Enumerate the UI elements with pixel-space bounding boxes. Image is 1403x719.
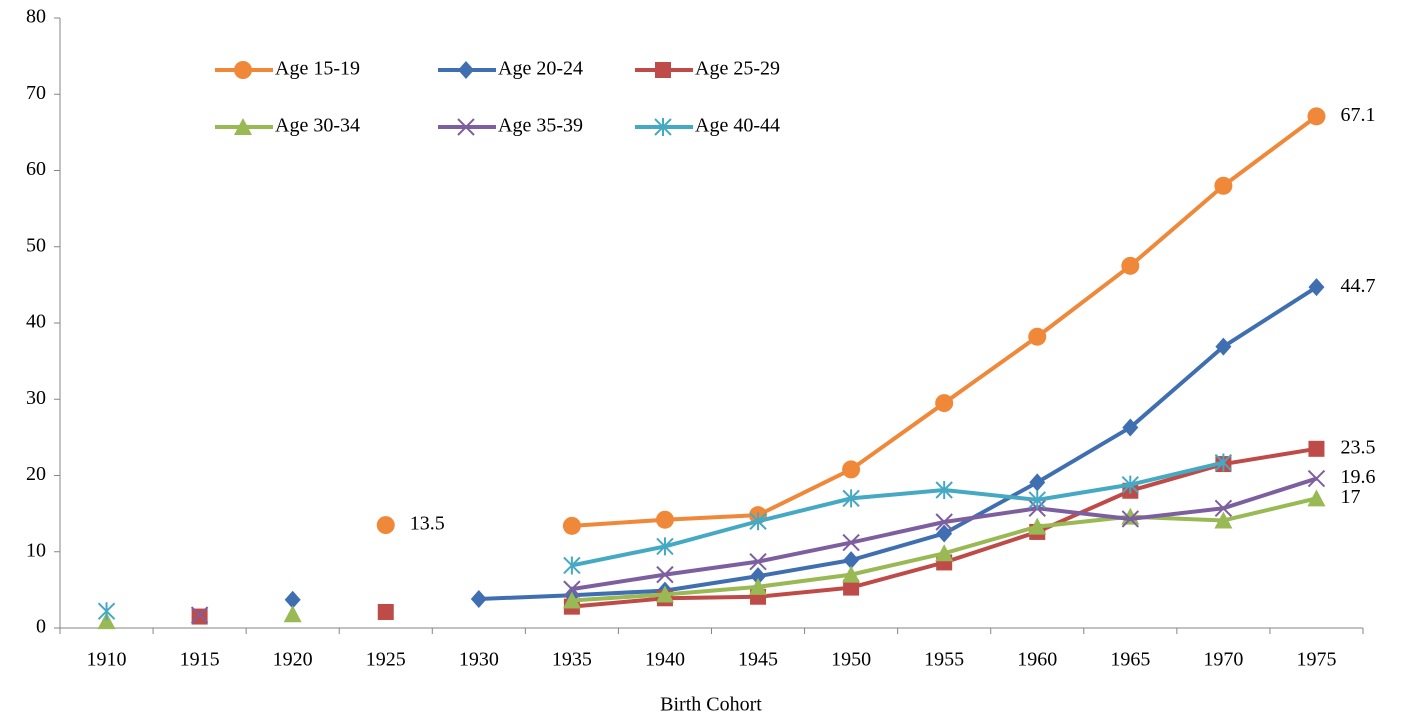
x-tick-label: 1940	[645, 649, 685, 671]
data-point	[1028, 327, 1047, 346]
data-point	[749, 552, 767, 571]
data-point	[1214, 176, 1233, 195]
legend-marker	[458, 61, 474, 79]
legend-label: Age 25-29	[695, 58, 780, 80]
data-point	[936, 524, 953, 543]
x-tick-label: 1930	[459, 649, 499, 671]
data-point	[750, 567, 767, 586]
data-point	[1214, 511, 1233, 529]
data-point	[1121, 510, 1140, 528]
series-line	[478, 285, 1318, 602]
data-point	[1029, 473, 1046, 492]
data-point	[283, 605, 302, 623]
data-point	[749, 577, 768, 595]
data-point	[1307, 469, 1326, 488]
data-point	[190, 606, 209, 624]
legend-label: Age 35-39	[498, 115, 583, 137]
data-point	[376, 516, 395, 535]
x-tick-label: 1955	[924, 649, 964, 671]
data-point	[655, 510, 674, 529]
data-point	[842, 565, 861, 583]
data-point	[1214, 499, 1233, 517]
data-point	[842, 489, 860, 508]
data-point	[1307, 107, 1326, 126]
data-point	[1308, 278, 1325, 297]
data-point	[377, 603, 394, 620]
data-point	[470, 590, 487, 609]
data-label: 13.5	[410, 513, 445, 535]
x-tick-label: 1925	[366, 649, 406, 671]
x-tick-label: 1950	[831, 649, 871, 671]
y-tick-label: 60	[26, 158, 46, 180]
data-point	[935, 513, 953, 531]
data-point	[935, 394, 954, 413]
legend-marker	[655, 62, 671, 78]
data-point	[843, 551, 860, 570]
y-tick-label: 20	[26, 463, 46, 485]
data-label: 44.7	[1340, 275, 1375, 297]
legend-label: Age 15-19	[275, 58, 360, 80]
x-tick-label: 1920	[273, 649, 313, 671]
y-tick-label: 80	[26, 6, 46, 28]
x-tick-label: 1970	[1203, 649, 1243, 671]
legend-label: Age 40-44	[695, 115, 780, 137]
series-line	[571, 460, 1224, 568]
legend-marker	[234, 61, 252, 79]
data-point	[656, 537, 674, 556]
data-point	[1121, 475, 1140, 494]
y-tick-label: 40	[26, 311, 46, 333]
data-point	[563, 580, 581, 598]
data-point	[563, 556, 581, 575]
y-tick-label: 50	[26, 234, 46, 256]
data-point	[1308, 440, 1325, 457]
series-line	[571, 114, 1318, 528]
data-point	[843, 579, 860, 596]
legend-label: Age 20-24	[498, 58, 583, 80]
y-tick-label: 30	[26, 387, 46, 409]
y-tick-label: 10	[26, 539, 46, 561]
data-label: 23.5	[1340, 436, 1375, 458]
data-point	[1307, 489, 1326, 507]
data-point	[1122, 418, 1139, 437]
x-tick-label: 1965	[1110, 649, 1150, 671]
y-tick-label: 70	[26, 82, 46, 104]
data-point	[191, 608, 208, 625]
data-point	[97, 612, 116, 630]
x-tick-label: 1975	[1296, 649, 1336, 671]
data-point	[562, 516, 581, 535]
data-point	[1028, 490, 1046, 509]
data-point	[562, 591, 581, 609]
x-axis-label: Birth Cohort	[660, 694, 762, 716]
data-point	[655, 585, 674, 603]
data-point	[935, 544, 954, 562]
x-tick-label: 1910	[87, 649, 127, 671]
x-tick-label: 1960	[1017, 649, 1057, 671]
x-tick-label: 1935	[552, 649, 592, 671]
legend-marker	[234, 118, 252, 135]
data-label: 19.6	[1340, 466, 1375, 488]
x-tick-label: 1945	[738, 649, 778, 671]
data-point	[842, 533, 860, 552]
data-point	[842, 460, 861, 479]
legend-marker	[457, 118, 475, 136]
data-point	[1214, 453, 1233, 472]
data-point	[749, 512, 767, 531]
data-point	[1121, 256, 1140, 275]
data-label: 17	[1340, 486, 1360, 508]
data-point	[284, 590, 301, 609]
x-tick-label: 1915	[180, 649, 220, 671]
legend-label: Age 30-34	[275, 115, 360, 137]
data-point	[1028, 517, 1047, 535]
data-point	[935, 480, 953, 499]
y-tick-label: 0	[36, 616, 46, 638]
legend-marker	[654, 118, 672, 136]
data-point	[1215, 337, 1232, 356]
data-label: 67.1	[1340, 104, 1375, 126]
data-point	[656, 565, 674, 584]
data-point	[97, 602, 116, 621]
